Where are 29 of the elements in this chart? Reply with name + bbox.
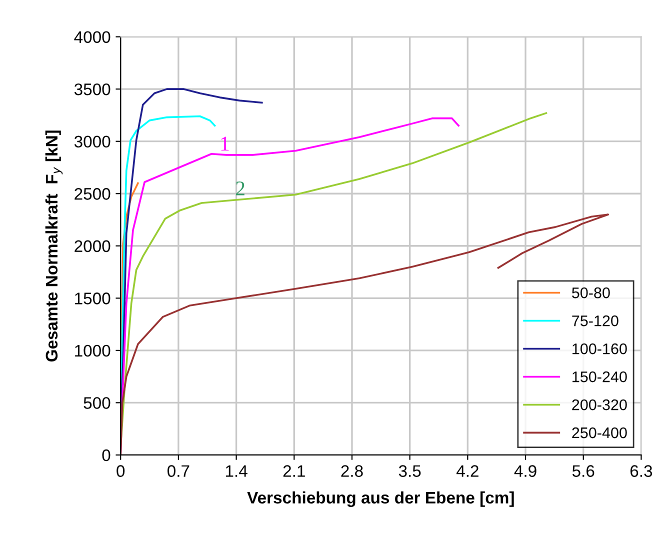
y-tick-label: 3500 (74, 83, 110, 96)
x-tick-label: 0.7 (168, 465, 190, 477)
y-tick-label: 4000 (74, 31, 110, 43)
y-tick-label: 2000 (74, 240, 110, 252)
annotation: 1 (221, 136, 229, 151)
y-tick-label: 0 (102, 449, 110, 462)
x-tick-label: 2.8 (341, 465, 363, 477)
legend-label: 250-400 (572, 427, 627, 438)
y-tick-label: 3000 (74, 136, 110, 148)
x-tick-label: 4.9 (514, 465, 536, 477)
legend-label: 50-80 (572, 287, 610, 298)
x-tick-label: 4.2 (456, 465, 478, 477)
y-tick-label: 2500 (74, 188, 110, 200)
legend-label: 200-320 (572, 399, 627, 410)
legend-label: 75-120 (572, 315, 618, 326)
y-axis-title: Gesamte Normalkraft F$_{y}$ [kN] (45, 130, 63, 362)
legend-label: 100-160 (572, 343, 627, 354)
x-tick-label: 6.3 (630, 465, 652, 477)
annotation: 2 (236, 181, 244, 196)
x-tick-label: 3.5 (398, 465, 421, 477)
y-tick-label: 1500 (75, 292, 110, 304)
x-tick-label: 0 (116, 465, 125, 477)
x-tick-label: 1.4 (226, 465, 248, 477)
legend-label: 150-240 (572, 371, 627, 382)
x-axis-title: Verschiebung aus der Ebene [cm] (247, 491, 514, 507)
x-tick-label: 2.1 (283, 465, 305, 477)
y-tick-label: 1000 (75, 344, 110, 357)
y-tick-label: 500 (84, 397, 110, 409)
x-tick-label: 5.6 (572, 465, 594, 477)
